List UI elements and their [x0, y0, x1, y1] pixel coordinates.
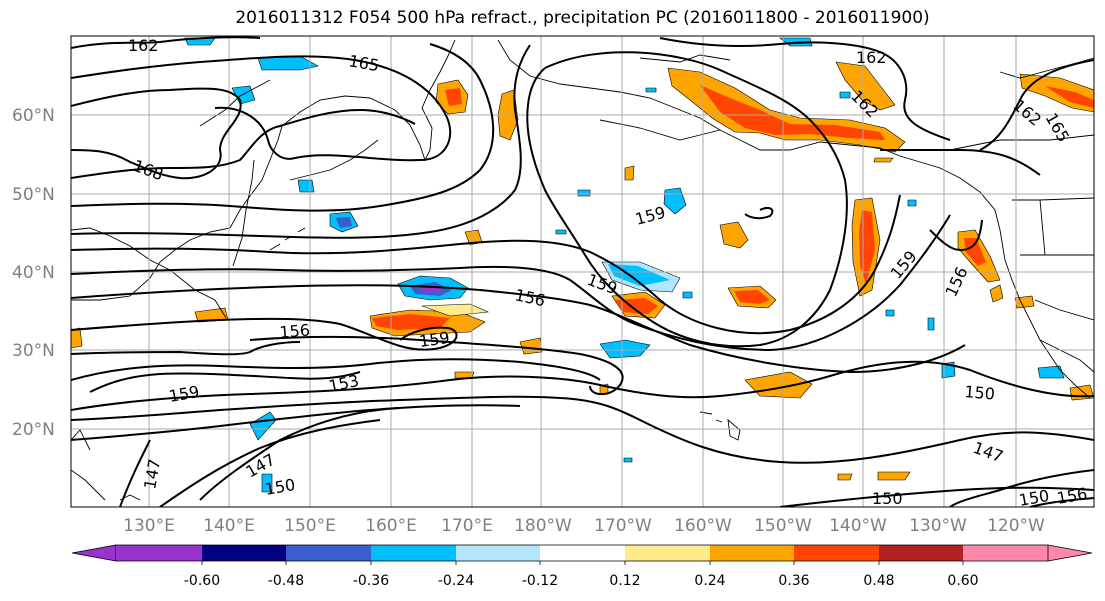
- colorbar-tick-label: -0.36: [353, 573, 389, 589]
- colorbar-tick-label: 0.48: [863, 573, 894, 589]
- colorbar-cell: [286, 545, 371, 561]
- colorbar-tick-label: 0.24: [694, 573, 725, 589]
- colorbar-cell: [710, 545, 794, 561]
- contour-label: 162: [128, 36, 159, 55]
- lon-label: 150°E: [284, 516, 336, 536]
- lon-label: 130°E: [123, 516, 175, 536]
- contour-labels: 162 165 162 162 165 162 168 159 159 156 …: [128, 36, 1089, 510]
- colorbar-extend-low: [71, 544, 117, 562]
- contour-label: 156: [279, 320, 311, 342]
- lon-label: 170°E: [441, 516, 493, 536]
- map-frame: [70, 35, 1095, 508]
- colorbar-cell: [879, 545, 963, 561]
- lon-label: 180°W: [514, 516, 572, 536]
- colorbar-tick-label: 0.12: [609, 573, 640, 589]
- lon-label: 140°W: [829, 516, 887, 536]
- colorbar-tick-label: -0.24: [438, 573, 474, 589]
- lon-label: 160°W: [674, 516, 732, 536]
- contour-label: 150: [964, 382, 996, 404]
- lon-label: 170°W: [594, 516, 652, 536]
- colorbar-tick-label: 0.36: [778, 573, 809, 589]
- refractivity-contours: [71, 36, 1094, 507]
- colorbar-extend-high: [1047, 544, 1093, 562]
- coastlines: [71, 39, 1094, 501]
- latitude-labels: 60°N 50°N 40°N 30°N 20°N: [12, 106, 55, 440]
- lon-label: 120°W: [987, 516, 1045, 536]
- colorbar-cell: [116, 545, 202, 561]
- colorbar-cell: [540, 545, 625, 561]
- colorbar-cell: [202, 545, 286, 561]
- colorbar-cell: [625, 545, 710, 561]
- lat-label-20n: 20°N: [12, 420, 55, 440]
- lat-label-50n: 50°N: [12, 185, 55, 205]
- colorbar-cell: [963, 545, 1048, 561]
- lon-label: 140°E: [203, 516, 255, 536]
- lat-label-40n: 40°N: [12, 263, 55, 283]
- longitude-labels: 130°E 140°E 150°E 160°E 170°E 180°W 170°…: [123, 516, 1045, 536]
- lon-label: 150°W: [754, 516, 812, 536]
- lat-label-30n: 30°N: [12, 341, 55, 361]
- lon-label: 160°E: [365, 516, 417, 536]
- contour-label: 150: [872, 489, 903, 508]
- colorbar-cell: [371, 545, 456, 561]
- lat-label-60n: 60°N: [12, 106, 55, 126]
- colorbar-tick-label: 0.60: [947, 573, 978, 589]
- colorbar-cell: [456, 545, 540, 561]
- colorbar-cell: [794, 545, 879, 561]
- contour-label: 162: [856, 48, 887, 67]
- contour-label: 159: [418, 328, 451, 351]
- map-title: 2016011312 F054 500 hPa refract., precip…: [235, 8, 930, 28]
- colorbar: -0.60 -0.48 -0.36 -0.24 -0.12 0.12 0.24 …: [71, 544, 1093, 589]
- colorbar-tick-label: -0.60: [184, 573, 220, 589]
- colorbar-tick-label: -0.48: [268, 573, 304, 589]
- lon-label: 130°W: [909, 516, 967, 536]
- colorbar-tick-label: -0.12: [522, 573, 558, 589]
